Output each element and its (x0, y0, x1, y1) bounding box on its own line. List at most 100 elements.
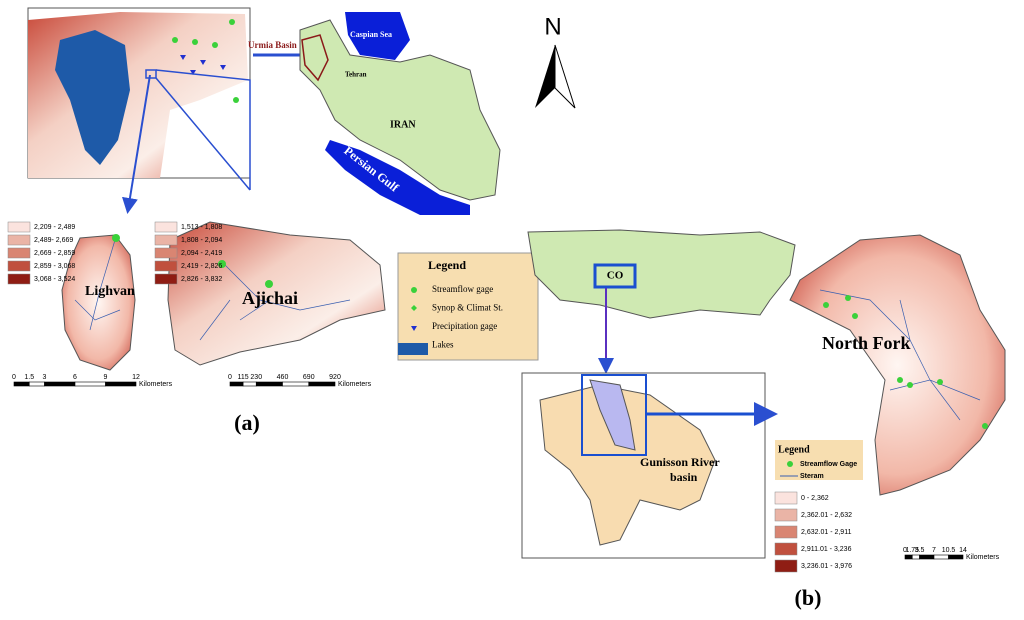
class-label: 1,513 - 1,808 (181, 224, 222, 231)
precip-markers (180, 55, 226, 75)
scale-segment (308, 381, 336, 387)
class-swatch (154, 234, 178, 246)
gage (112, 234, 120, 242)
class-swatch (7, 260, 31, 272)
scale-label: 10.5 (942, 547, 956, 554)
scale-label: 690 (303, 374, 315, 381)
class-swatch (154, 247, 178, 259)
class-swatch (7, 247, 31, 259)
urmia-outline (301, 34, 329, 82)
scale-label: 14 (959, 547, 967, 554)
legend-symbol (411, 287, 417, 293)
class-label: 2,632.01 - 2,911 (801, 529, 852, 536)
scale-segment (74, 381, 106, 387)
scale-segment (13, 381, 30, 387)
iran (299, 19, 501, 201)
label: Urmia Basin (248, 40, 297, 50)
scale-label: 1.75 (905, 547, 919, 554)
lighvan-basin (61, 234, 136, 371)
gage-markers (823, 295, 988, 429)
scale-label: 920 (329, 374, 341, 381)
legend-title: Legend (778, 444, 810, 455)
basin-name: basin (670, 470, 698, 484)
legend-label: Streamflow Gage (800, 461, 857, 468)
state-box (593, 263, 637, 289)
arrow (122, 74, 151, 214)
scale-unit: Kilometers (139, 381, 173, 388)
legend-label: Synop & Climat St. (432, 303, 503, 313)
north-fork-basin (789, 234, 1006, 496)
class-swatch (154, 221, 178, 233)
scale-segment (242, 381, 257, 387)
scale-label: 0 (228, 374, 232, 381)
gage (265, 280, 273, 288)
station-markers (172, 19, 239, 103)
legend-symbol (411, 326, 417, 331)
scale-label: 3 (43, 374, 47, 381)
north-arrow (554, 44, 576, 109)
north-fork-extent (589, 379, 636, 451)
class-label: 1,808 - 2,094 (181, 237, 222, 244)
scale-label: 12 (132, 374, 140, 381)
scale-label: 3.5 (915, 547, 925, 554)
legend-label: Precipitation gage (432, 321, 497, 331)
river (74, 239, 121, 331)
scale-unit: Kilometers (966, 554, 1000, 561)
gunnison-basin (539, 384, 716, 546)
scale-label: 7 (932, 547, 936, 554)
ajichai-basin (167, 221, 386, 366)
class-label: 2,209 - 2,489 (34, 224, 75, 231)
class-swatch (774, 508, 798, 522)
caspian-sea (345, 12, 410, 60)
legend-symbol (411, 305, 417, 311)
class-label: 2,669 - 2,859 (34, 250, 75, 257)
scale-label: 9 (104, 374, 108, 381)
scale-segment (282, 381, 310, 387)
scale-label: 115 (238, 374, 249, 381)
class-label: 0 - 2,362 (801, 495, 829, 502)
legend-box (775, 440, 863, 480)
scale-label: 6 (73, 374, 77, 381)
legend-title: Legend (428, 258, 466, 272)
scale-label: 0 (12, 374, 16, 381)
legend-symbol (787, 461, 793, 467)
label: Tehran (345, 71, 367, 79)
state-label: CO (607, 270, 624, 282)
zoom-lines (155, 69, 251, 191)
class-label: 2,094 - 2,419 (181, 250, 222, 257)
basin-name: Gunisson River (640, 455, 720, 469)
legend-box (397, 252, 539, 361)
class-label: 2,826 - 3,832 (181, 276, 222, 283)
scale-segment (911, 554, 920, 560)
scale-segment (28, 381, 45, 387)
scale-segment (948, 554, 964, 560)
north-arrow (535, 45, 555, 108)
gage (218, 260, 226, 268)
scale-segment (904, 554, 913, 560)
river (199, 261, 351, 341)
persian-gulf (325, 140, 470, 215)
legend-label: Steram (800, 473, 824, 480)
scale-label: 0 (903, 547, 907, 554)
class-swatch (7, 273, 31, 285)
scale-label: 460 (277, 374, 289, 381)
legend-label: Streamflow gage (432, 284, 493, 294)
scale-unit: Kilometers (338, 381, 372, 388)
class-swatch (154, 273, 178, 285)
class-label: 2,419 - 2,826 (181, 263, 222, 270)
class-swatch (774, 491, 798, 505)
label: IRAN (390, 119, 416, 130)
lighvan-locator (145, 69, 157, 79)
class-label: 2,489- 2,669 (34, 237, 73, 244)
basin-name: North Fork (822, 333, 911, 353)
class-swatch (154, 260, 178, 272)
class-label: 3,236.01 - 3,976 (801, 563, 852, 570)
north-label: N (544, 13, 561, 40)
class-swatch (7, 234, 31, 246)
basin-name: Lighvan (85, 284, 135, 299)
basin-name: Ajichai (242, 288, 298, 308)
scale-segment (229, 381, 244, 387)
label: Caspian Sea (350, 30, 392, 39)
